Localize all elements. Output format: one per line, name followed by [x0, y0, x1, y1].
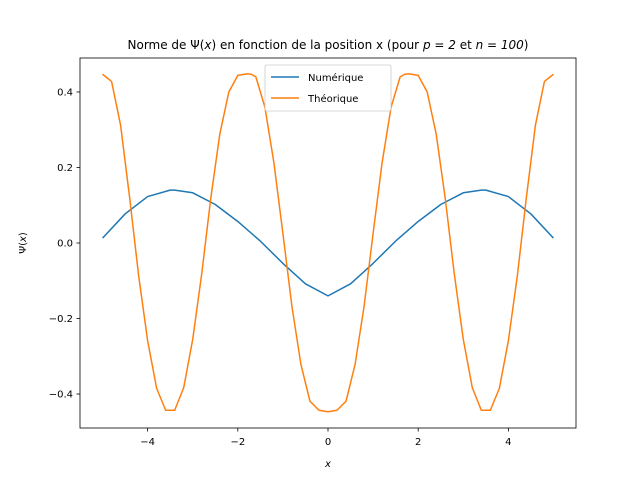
y-tick-label: 0.0 [57, 239, 73, 250]
x-axis-ticks: −4 −2 0 2 4 [140, 428, 512, 448]
x-tick-label: 0 [325, 437, 331, 448]
x-tick-label: 2 [415, 437, 421, 448]
legend: Numérique Théorique [264, 64, 392, 112]
series-layer [102, 73, 554, 413]
y-axis-label: Ψ(x) [18, 232, 29, 254]
y-tick-label: −0.4 [49, 390, 73, 401]
y-tick-label: 0.2 [57, 163, 73, 174]
y-tick-label: −0.2 [49, 314, 73, 325]
legend-label-theorique: Théorique [307, 93, 358, 105]
x-tick-label: 4 [505, 437, 511, 448]
axes-frame [79, 57, 577, 429]
legend-label-numerique: Numérique [308, 72, 363, 84]
chart-title: Norme de Ψ(x) en fonction de la position… [128, 38, 529, 52]
series-line-numerique [102, 189, 554, 297]
x-axis-label: x [324, 459, 331, 470]
x-tick-label: −4 [140, 437, 155, 448]
series-line-theorique [102, 73, 554, 413]
y-tick-label: 0.4 [57, 87, 73, 98]
x-tick-label: −2 [230, 437, 245, 448]
y-axis-ticks: −0.4 −0.2 0.0 0.2 0.4 [49, 87, 80, 401]
